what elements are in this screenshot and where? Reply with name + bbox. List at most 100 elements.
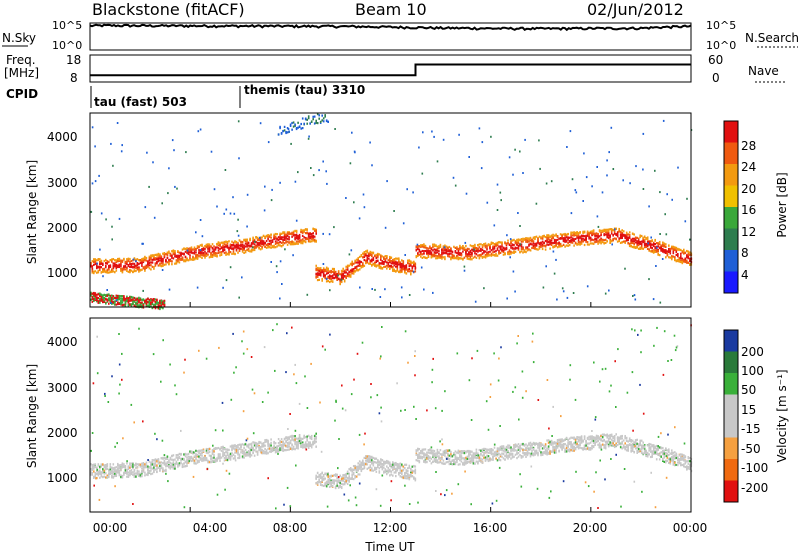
power-cell xyxy=(158,258,160,260)
power-cell xyxy=(333,268,335,270)
power-cell xyxy=(659,247,661,249)
power-cell xyxy=(210,246,212,248)
power-cell xyxy=(300,239,302,241)
velocity-cell xyxy=(186,456,188,458)
power-cell xyxy=(494,243,496,245)
power-cell xyxy=(370,260,372,262)
velocity-cell xyxy=(347,471,349,473)
power-cell xyxy=(114,304,116,306)
velocity-cell xyxy=(152,463,154,465)
power-cell xyxy=(197,245,199,247)
power-cell xyxy=(195,251,197,253)
power-noise-cell xyxy=(329,233,331,235)
power-cell xyxy=(416,255,418,257)
velocity-cell xyxy=(153,463,155,465)
power-cell xyxy=(234,245,236,247)
power-cell xyxy=(530,239,532,241)
power-cell xyxy=(425,250,427,252)
power-cell xyxy=(138,297,140,299)
power-cell xyxy=(278,236,280,238)
power-noise-cell xyxy=(326,183,328,185)
power-cell xyxy=(602,239,604,241)
power-cell xyxy=(308,117,310,119)
power-cell xyxy=(434,251,436,253)
velocity-cell xyxy=(93,470,95,472)
power-noise-cell xyxy=(659,191,661,193)
power-noise-cell xyxy=(538,139,540,141)
power-cell xyxy=(455,257,457,259)
velocity-cell xyxy=(336,477,338,479)
power-cell xyxy=(446,251,448,253)
velocity-cell xyxy=(231,455,233,457)
power-cell xyxy=(119,258,121,260)
power-cell xyxy=(209,251,211,253)
power-cell xyxy=(639,243,641,245)
power-cell xyxy=(413,262,415,264)
velocity-cell xyxy=(173,454,175,456)
power-cell xyxy=(287,241,289,243)
velocity-cell xyxy=(388,471,390,473)
power-cell xyxy=(326,120,328,122)
power-noise-cell xyxy=(655,265,657,267)
power-cell xyxy=(326,267,328,269)
power-cell xyxy=(477,248,479,250)
power-cell xyxy=(297,243,299,245)
power-cell xyxy=(230,251,232,253)
power-cell xyxy=(671,247,673,249)
power-cell xyxy=(131,260,133,262)
power-cell xyxy=(320,273,322,275)
velocity-cell xyxy=(382,468,384,470)
power-cell xyxy=(218,249,220,251)
power-cell xyxy=(155,303,157,305)
power-cell xyxy=(417,252,419,254)
velocity-cell xyxy=(129,472,131,474)
velocity-cell xyxy=(281,438,283,440)
velocity-cell xyxy=(370,464,372,466)
velocity-cell xyxy=(107,467,109,469)
power-cell xyxy=(317,122,319,124)
power-cell xyxy=(677,259,679,261)
power-noise-cell xyxy=(643,133,645,135)
power-cell xyxy=(230,244,232,246)
velocity-cell xyxy=(110,463,112,465)
power-cell xyxy=(440,254,442,256)
power-cell xyxy=(380,267,382,269)
power-cell xyxy=(570,236,572,238)
velocity-cell xyxy=(173,466,175,468)
velocity-cell xyxy=(291,448,293,450)
power-cell xyxy=(654,251,656,253)
power-cell xyxy=(123,268,125,270)
power-cell xyxy=(575,233,577,235)
power-cell xyxy=(113,298,115,300)
power-cell xyxy=(371,255,373,257)
power-cell xyxy=(391,262,393,264)
velocity-cell xyxy=(306,438,308,440)
velocity-cell xyxy=(290,448,292,450)
power-cell xyxy=(612,229,614,231)
power-colorbar xyxy=(724,121,738,293)
velocity-cell xyxy=(216,447,218,449)
power-cell xyxy=(368,258,370,260)
power-cell xyxy=(542,238,544,240)
velocity-cell xyxy=(197,460,199,462)
velocity-cell xyxy=(233,445,235,447)
power-cell xyxy=(382,263,384,265)
power-cell xyxy=(206,255,208,257)
power-cell xyxy=(477,255,479,257)
velocity-cell xyxy=(364,457,366,459)
power-cell xyxy=(258,247,260,249)
power-cell xyxy=(279,127,281,129)
velocity-cell xyxy=(333,483,335,485)
power-cell xyxy=(426,251,428,253)
power-cell xyxy=(111,298,113,300)
freq-tick-18: 18 xyxy=(66,53,81,67)
velocity-cell xyxy=(260,446,262,448)
velocity-cell xyxy=(108,469,110,471)
velocity-cell xyxy=(161,457,163,459)
velocity-cell xyxy=(114,471,116,473)
velocity-cell xyxy=(377,459,379,461)
power-cell xyxy=(357,259,359,261)
power-cell xyxy=(432,254,434,256)
power-noise-cell xyxy=(232,196,234,198)
power-cell xyxy=(422,257,424,259)
